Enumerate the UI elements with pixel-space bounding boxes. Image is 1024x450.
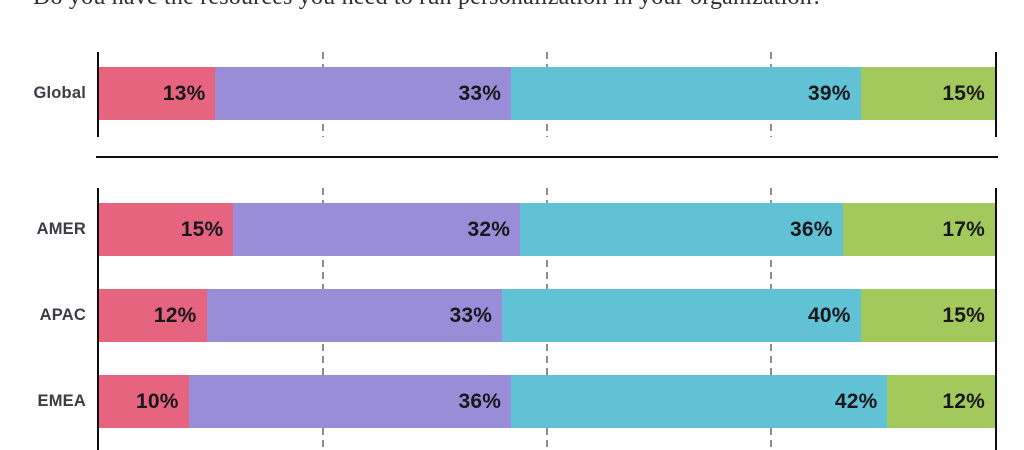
segment-value: 15%: [942, 81, 985, 105]
segment-value: 32%: [467, 217, 511, 241]
row-label: APAC: [39, 306, 86, 324]
segment-value: 13%: [162, 81, 206, 105]
bar-segment: 15%: [99, 203, 234, 256]
stacked-bar: 13% 33% 39% 15%: [99, 67, 995, 120]
bar-segment: 15%: [860, 67, 995, 120]
bar-row-amer: AMER 15% 32% 36% 17%: [0, 203, 1024, 256]
segment-value: 10%: [135, 389, 179, 413]
bar-row-global: Global 13% 33% 39% 15%: [0, 67, 1024, 120]
stacked-bar: 10% 36% 42% 12%: [99, 375, 995, 428]
segment-value: 17%: [942, 217, 985, 241]
bar-segment: 13%: [99, 67, 216, 120]
bar-segment: 32%: [233, 203, 521, 256]
bar-segment: 40%: [502, 289, 861, 342]
stacked-bar: 15% 32% 36% 17%: [99, 203, 995, 256]
segment-value: 36%: [790, 217, 833, 241]
bar-segment: 12%: [99, 289, 207, 342]
row-label: Global: [33, 84, 86, 102]
segment-value: 12%: [153, 303, 197, 327]
bar-row-emea: EMEA 10% 36% 42% 12%: [0, 375, 1024, 428]
bar-row-apac: APAC 12% 33% 40% 15%: [0, 289, 1024, 342]
panel-divider: [96, 156, 998, 158]
chart-title: Do you have the resources you need to ru…: [33, 0, 823, 11]
stacked-bar: 12% 33% 40% 15%: [99, 289, 995, 342]
segment-value: 42%: [834, 389, 878, 413]
segment-value: 15%: [180, 217, 224, 241]
panel-regions: AMER 15% 32% 36% 17% APAC 12% 33% 40% 15% EMEA 10% 3…: [0, 188, 1024, 450]
bar-segment: 39%: [511, 67, 861, 120]
segment-value: 33%: [449, 303, 493, 327]
bar-segment: 33%: [206, 289, 503, 342]
segment-value: 33%: [458, 81, 502, 105]
bar-segment: 36%: [188, 375, 512, 428]
panel-global: Global 13% 33% 39% 15%: [0, 52, 1024, 137]
bar-segment: 42%: [511, 375, 888, 428]
bar-segment: 12%: [887, 375, 995, 428]
bar-segment: 10%: [99, 375, 189, 428]
segment-value: 15%: [942, 303, 985, 327]
segment-value: 12%: [942, 389, 985, 413]
row-label: AMER: [36, 220, 86, 238]
segment-value: 36%: [458, 389, 502, 413]
bar-segment: 17%: [842, 203, 995, 256]
bar-segment: 33%: [215, 67, 512, 120]
row-label: EMEA: [37, 392, 86, 410]
bar-segment: 36%: [520, 203, 843, 256]
bar-segment: 15%: [860, 289, 995, 342]
segment-value: 39%: [807, 81, 851, 105]
segment-value: 40%: [807, 303, 851, 327]
